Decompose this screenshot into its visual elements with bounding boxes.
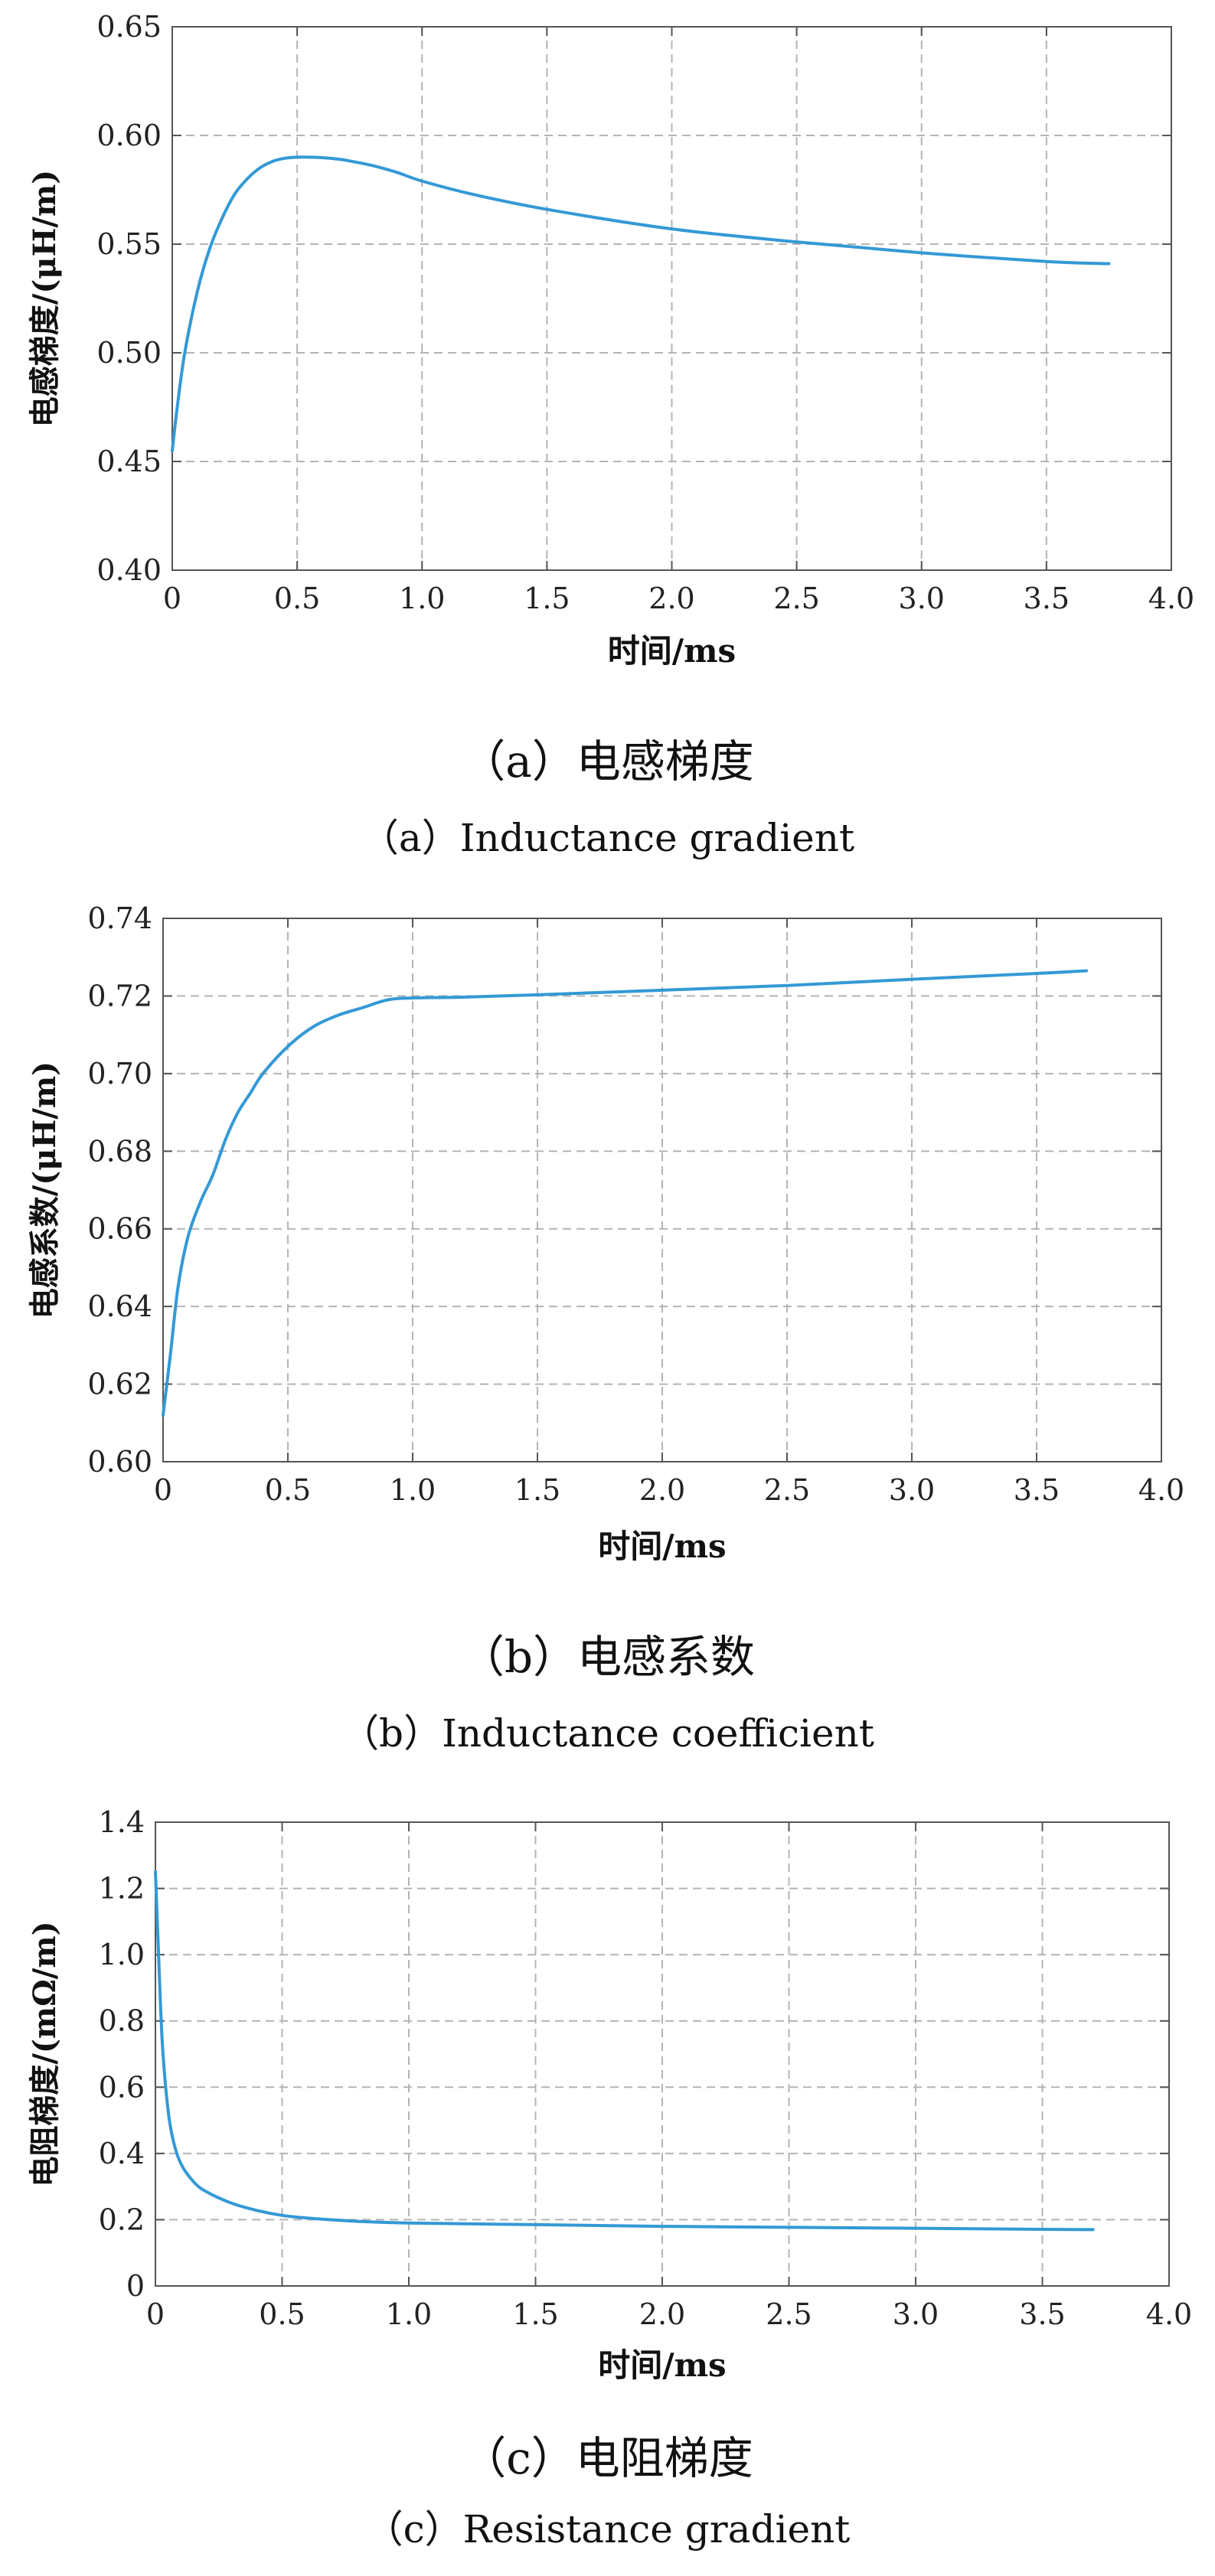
- chart-a: 0 0.5 1.0 1.5 2.0 2.5 3.0 3.5 4.0 0.40 0.45 0.50 0.5…: [27, 10, 1194, 670]
- x-tick-label: 3.5: [1024, 582, 1070, 615]
- x-tick-label: 0.5: [265, 1473, 311, 1507]
- y-tick-label: 0.4: [99, 2137, 145, 2170]
- y-tick-label: 0.72: [87, 979, 152, 1012]
- y-axis-label: 电阻梯度/(mΩ/m): [27, 1921, 63, 2186]
- y-tick-label: 0.62: [87, 1368, 152, 1401]
- x-tick-label: 3.0: [889, 1473, 935, 1507]
- y-tick-label: 0.60: [87, 1445, 152, 1479]
- y-tick-label: 1.4: [99, 1805, 145, 1839]
- caption-a-en: （a）Inductance gradient: [360, 816, 855, 860]
- y-tick-label: 0.50: [96, 336, 162, 370]
- y-axis-label: 电感系数/(μH/m): [27, 1061, 63, 1319]
- x-tick-label: 4.0: [1146, 2297, 1192, 2331]
- x-tick-label: 3.0: [899, 582, 945, 615]
- x-tick-label: 3.5: [1019, 2297, 1065, 2331]
- y-tick-label: 0.8: [99, 2004, 145, 2038]
- caption-a-cn: （a）电感梯度: [461, 735, 754, 787]
- x-tick-label: 0.5: [259, 2297, 305, 2331]
- x-tick-label: 1.5: [524, 582, 570, 615]
- x-tick-label: 2.5: [773, 582, 819, 615]
- x-axis-label: 时间/ms: [608, 632, 736, 670]
- chart-b: 0 0.5 1.0 1.5 2.0 2.5 3.0 3.5 4.0 0.60 0.62 0.64 0.6…: [27, 902, 1184, 1565]
- y-tick-label: 0.6: [99, 2070, 145, 2104]
- y-tick-label: 1.0: [99, 1938, 145, 1971]
- caption-b-en: （b）Inductance coefficient: [341, 1711, 874, 1756]
- y-tick-label: 1.2: [99, 1872, 145, 1906]
- x-tick-label: 4.0: [1138, 1473, 1184, 1507]
- x-tick-label: 2.5: [766, 2297, 812, 2331]
- caption-c-en: （c）Resistance gradient: [364, 2507, 851, 2552]
- x-tick-label: 1.5: [512, 2297, 558, 2331]
- x-tick-label: 1.0: [399, 582, 445, 615]
- chart-c: 0 0.5 1.0 1.5 2.0 2.5 3.0 3.5 4.0 0 0.2 0.4 0.6 0.8 1.…: [27, 1805, 1192, 2384]
- x-tick-label: 1.0: [386, 2297, 432, 2331]
- series-line: [162, 969, 1089, 1417]
- y-tick-label: 0.40: [96, 553, 162, 587]
- y-tick-label: 0.66: [87, 1212, 152, 1246]
- x-tick-label: 4.0: [1148, 582, 1194, 615]
- y-tick-label: 0.45: [96, 445, 162, 478]
- x-tick-label: 1.5: [514, 1473, 560, 1507]
- x-tick-label: 3.5: [1014, 1473, 1060, 1507]
- caption-c-cn: （c）电阻梯度: [462, 2432, 753, 2484]
- y-tick-label: 0.68: [87, 1134, 152, 1168]
- x-tick-label: 0.5: [274, 582, 320, 615]
- x-tick-label: 0: [163, 582, 181, 615]
- x-tick-label: 2.0: [639, 2297, 685, 2331]
- x-axis-label: 时间/ms: [598, 2346, 726, 2384]
- caption-b-cn: （b）电感系数: [459, 1631, 756, 1683]
- y-tick-label: 0.55: [96, 227, 162, 261]
- y-tick-label: 0: [126, 2269, 145, 2303]
- series-line: [171, 155, 1111, 452]
- x-tick-label: 0: [154, 1473, 172, 1507]
- y-tick-label: 0.65: [96, 10, 162, 44]
- y-tick-label: 0.2: [99, 2203, 145, 2236]
- y-tick-label: 0.70: [87, 1057, 152, 1091]
- x-tick-label: 2.0: [639, 1473, 685, 1507]
- y-axis-label: 电感梯度/(μH/m): [27, 170, 63, 427]
- x-tick-label: 2.0: [648, 582, 694, 615]
- y-tick-label: 0.64: [87, 1290, 152, 1323]
- x-tick-label: 1.0: [390, 1473, 436, 1507]
- x-tick-label: 3.0: [893, 2297, 939, 2331]
- x-tick-label: 2.5: [764, 1473, 810, 1507]
- x-axis-label: 时间/ms: [598, 1528, 726, 1565]
- series-line: [154, 1870, 1095, 2232]
- x-tick-label: 0: [146, 2297, 165, 2331]
- y-tick-label: 0.74: [87, 902, 152, 935]
- y-tick-label: 0.60: [96, 119, 162, 152]
